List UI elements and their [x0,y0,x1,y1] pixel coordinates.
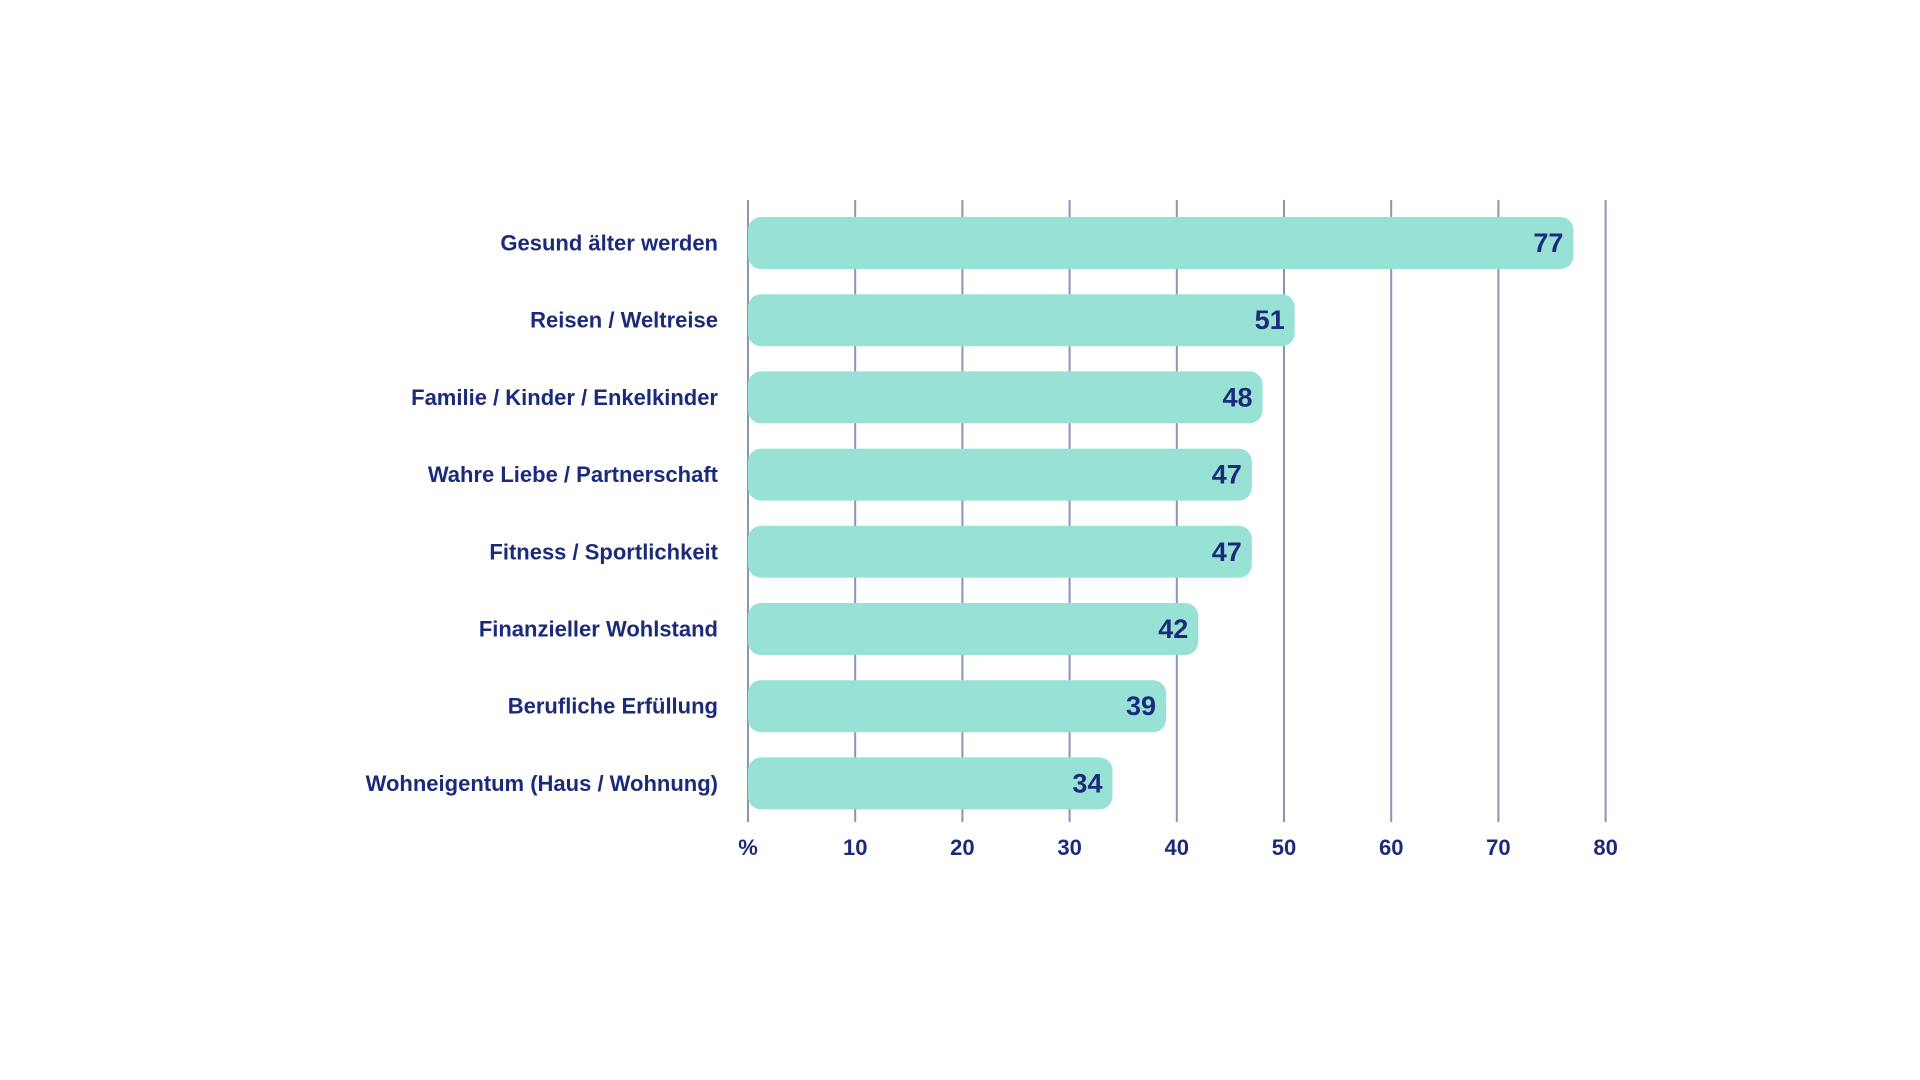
value-label-6: 42 [1158,614,1188,644]
value-label-1: 77 [1533,228,1563,258]
x-tick-label-60: 60 [1379,835,1403,860]
x-tick-label-10: 10 [843,835,867,860]
bar-2 [748,294,1295,347]
value-label-8: 34 [1072,768,1102,798]
x-axis-tick-labels: % 10 20 30 40 50 60 70 80 [738,835,1618,860]
category-label-8: Wohneigentum (Haus / Wohnung) [366,771,718,796]
category-label-6: Finanzieller Wohlstand [479,617,718,642]
value-label-4: 47 [1212,460,1242,490]
bar-5 [748,525,1252,578]
category-label-1: Gesund älter werden [500,231,718,256]
value-label-7: 39 [1126,691,1156,721]
category-label-3: Familie / Kinder / Enkelkinder [411,385,718,410]
x-tick-label-50: 50 [1272,835,1296,860]
bar-6 [748,603,1199,655]
value-label-5: 47 [1212,537,1242,567]
bars [748,217,1574,810]
x-tick-label-80: 80 [1593,835,1617,860]
bar-8 [748,757,1113,810]
category-label-4: Wahre Liebe / Partnerschaft [428,462,719,487]
bar-7 [748,680,1167,733]
x-tick-label-20: 20 [950,835,974,860]
bar-3 [748,371,1263,424]
value-label-2: 51 [1255,305,1285,335]
bar-1 [748,217,1574,269]
bar-4 [748,448,1252,501]
category-labels: Gesund älter werden Reisen / Weltreise Fam… [366,231,719,796]
value-labels: 77 51 48 47 47 42 39 34 [1072,228,1563,798]
category-label-2: Reisen / Weltreise [530,308,718,333]
category-label-5: Fitness / Sportlichkeit [489,539,718,564]
value-label-3: 48 [1223,382,1253,412]
x-tick-label-40: 40 [1165,835,1189,860]
category-label-7: Berufliche Erfüllung [508,694,718,719]
x-tick-label-0: % [738,835,758,860]
x-tick-label-70: 70 [1486,835,1510,860]
x-tick-label-30: 30 [1057,835,1081,860]
